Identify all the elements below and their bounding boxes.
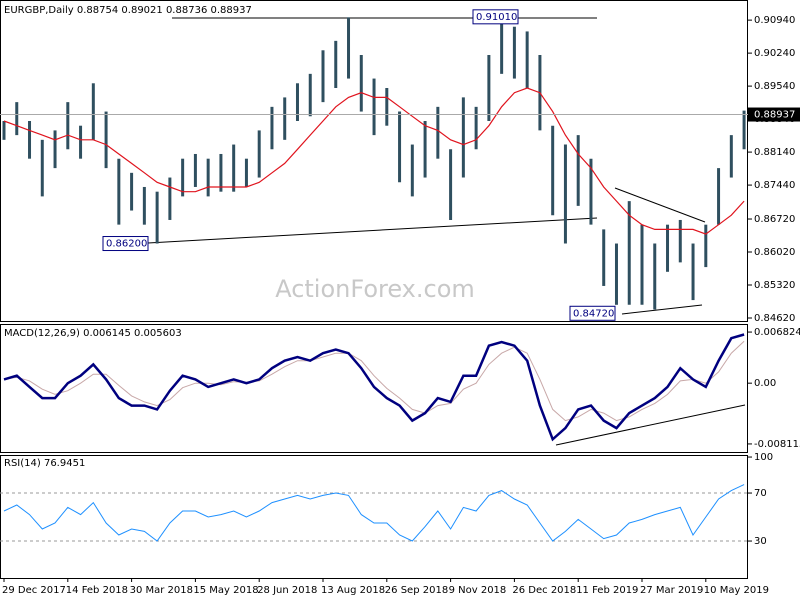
x-tick-label: 10 May 2019 [704,585,769,596]
x-tick-label: 15 May 2018 [193,585,258,596]
annotation-label: 0.84720 [573,308,614,319]
rsi-title: RSI(14) 76.9451 [4,458,85,469]
trend-line [621,304,703,315]
y-tick-label: 0.87440 [754,180,795,191]
y-tick-label: 0.86020 [754,247,795,258]
chart-title: EURGBP,Daily 0.88754 0.89021 0.88736 0.8… [4,5,252,16]
x-tick-label: 14 Feb 2018 [66,585,128,596]
annotation-label: 0.86200 [106,239,147,250]
y-tick-label: 0.86720 [754,214,795,225]
price-pane [0,0,748,322]
y-tick-label: 0.006824 [754,327,800,338]
trend-line [555,404,746,446]
y-tick-label: 0.89540 [754,81,795,92]
trend-line [614,187,706,223]
trend-line [147,217,598,244]
annotation-box [472,9,519,25]
watermark: ActionForex.com [275,275,475,303]
y-tick-label: 0.88140 [754,147,795,158]
x-tick-label: 11 Feb 2019 [576,585,638,596]
y-tick-label: 30 [754,536,767,547]
x-tick-label: 30 Mar 2018 [130,585,193,596]
y-tick-label: 0.90940 [754,15,795,26]
y-tick-label: 0.84620 [754,313,795,324]
rsi-line [3,484,745,542]
x-tick-label: 26 Sep 2018 [385,585,448,596]
last-price-label: 0.88937 [754,110,795,121]
annotation-label: 0.91010 [476,12,517,23]
macd-line [3,333,745,442]
x-tick-label: 28 Jun 2018 [257,585,317,596]
x-tick-label: 29 Dec 2017 [2,585,66,596]
moving-average [3,87,745,235]
y-tick-label: 0.90240 [754,48,795,59]
signal-line [3,340,745,422]
x-tick-label: 27 Mar 2019 [640,585,703,596]
macd-title: MACD(12,26,9) 0.006145 0.005603 [4,328,182,339]
annotation-box [569,305,616,321]
x-tick-label: 26 Dec 2018 [512,585,576,596]
y-tick-label: 70 [754,488,767,499]
y-tick-label: -0.008113 [754,439,800,450]
annotation-box [102,236,149,252]
y-tick-label: 0.00 [754,378,776,389]
x-tick-label: 13 Aug 2018 [321,585,385,596]
macd-pane [0,324,748,453]
last-price-tag [748,107,800,122]
rsi-pane [0,455,748,579]
y-tick-label: 0.85320 [754,280,795,291]
y-tick-label: 100 [754,452,773,463]
x-tick-label: 9 Nov 2018 [449,585,507,596]
